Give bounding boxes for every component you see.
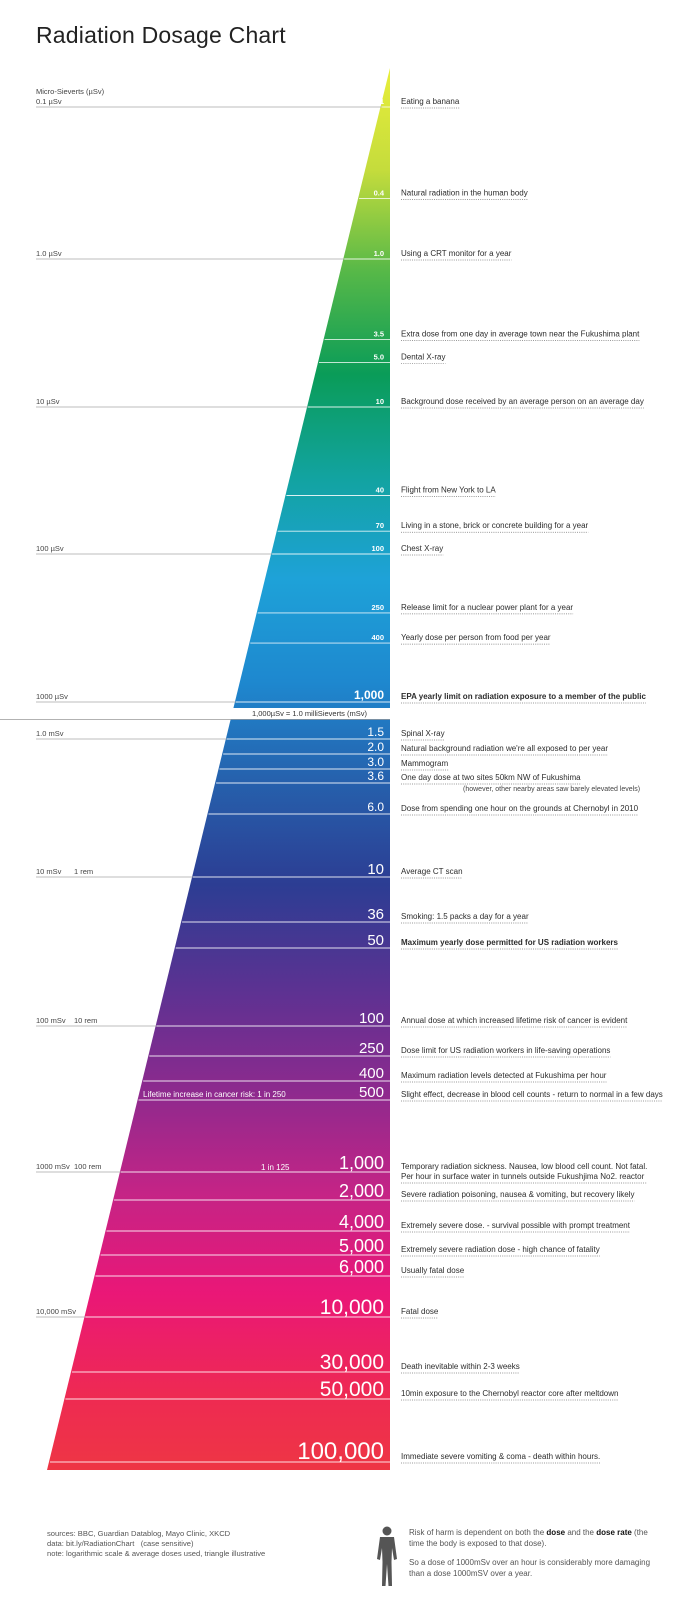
sources-text: sources: BBC, Guardian Datablog, Mayo Cl… bbox=[47, 1529, 231, 1538]
dose-value-label: 3.0 bbox=[367, 755, 384, 769]
axis-tick-label: 10 mSv bbox=[36, 867, 62, 876]
dose-value-label: 250 bbox=[359, 1040, 384, 1057]
dose-description: Dental X-ray bbox=[401, 352, 445, 361]
dose-description: Dose limit for US radiation workers in l… bbox=[401, 1046, 610, 1055]
dose-value-label: 3.6 bbox=[367, 769, 384, 783]
dose-description: Flight from New York to LA bbox=[401, 486, 496, 495]
dose-description: EPA yearly limit on radiation exposure t… bbox=[401, 692, 646, 701]
dose-value-label: 1.0 bbox=[374, 249, 384, 258]
dose-description: Mammogram bbox=[401, 759, 448, 768]
scale-note: note: logarithmic scale & average doses … bbox=[47, 1549, 266, 1558]
dose-value-label: 500 bbox=[359, 1084, 384, 1101]
dose-value-label: 1 bbox=[380, 97, 384, 106]
axis-tick-label: 100 µSv bbox=[36, 544, 64, 553]
dose-note: (however, other nearby areas saw barely … bbox=[463, 786, 640, 793]
axis-tick-sublabel: 1 rem bbox=[74, 867, 93, 876]
footer-sources: sources: BBC, Guardian Datablog, Mayo Cl… bbox=[47, 1529, 265, 1559]
chart-title: Radiation Dosage Chart bbox=[36, 22, 286, 48]
data-link[interactable]: data: bit.ly/RadiationChart bbox=[47, 1539, 135, 1548]
dose-value-label: 50 bbox=[367, 932, 384, 949]
dose-description: Annual dose at which increased lifetime … bbox=[401, 1016, 628, 1025]
dose-value-label: 40 bbox=[376, 486, 384, 495]
dose-value-label: 5.0 bbox=[374, 352, 384, 361]
dose-description: Using a CRT monitor for a year bbox=[401, 249, 512, 258]
dose-description: Eating a banana bbox=[401, 97, 460, 106]
dose-value-label: 400 bbox=[359, 1065, 384, 1082]
dose-value-label: 6,000 bbox=[339, 1257, 384, 1277]
axis-tick-label: 1000 µSv bbox=[36, 692, 68, 701]
dose-description: Death inevitable within 2-3 weeks bbox=[401, 1362, 520, 1371]
dose-description: Extremely severe radiation dose - high c… bbox=[401, 1245, 600, 1254]
dose-value-label: 1,000 bbox=[354, 688, 384, 702]
axis-tick-label: 100 mSv bbox=[36, 1016, 66, 1025]
dose-value-label: 1,000 bbox=[339, 1153, 384, 1173]
axis-tick-label: 10,000 mSv bbox=[36, 1307, 76, 1316]
dose-description: Severe radiation poisoning, nausea & vom… bbox=[401, 1190, 634, 1199]
dose-description: Immediate severe vomiting & coma - death… bbox=[401, 1452, 600, 1461]
dose-value-label: 4,000 bbox=[339, 1212, 384, 1232]
triangle-upper bbox=[233, 68, 390, 708]
dose-value-label: 2.0 bbox=[367, 740, 384, 754]
triangle-lower bbox=[47, 719, 390, 1470]
human-figure-icon bbox=[377, 1526, 397, 1586]
dose-description: Extremely severe dose. - survival possib… bbox=[401, 1221, 631, 1230]
dose-value-label: 0.4 bbox=[374, 189, 385, 198]
data-line: data: bit.ly/RadiationChart (case sensit… bbox=[47, 1539, 265, 1549]
axis-tick-sublabel: 10 rem bbox=[74, 1016, 97, 1025]
case-note: (case sensitive) bbox=[140, 1539, 194, 1548]
dose-description: Temporary radiation sickness. Nausea, lo… bbox=[401, 1162, 647, 1171]
dose-value-label: 10,000 bbox=[320, 1296, 384, 1319]
dose-description: Spinal X-ray bbox=[401, 729, 445, 738]
dose-description: Background dose received by an average p… bbox=[401, 397, 644, 406]
dose-description: Maximum radiation levels detected at Fuk… bbox=[401, 1071, 607, 1080]
dose-value-label: 100 bbox=[371, 544, 384, 553]
dose-description: Yearly dose per person from food per yea… bbox=[401, 633, 551, 642]
unit-header: Micro-Sieverts (µSv) bbox=[36, 87, 105, 96]
dose-value-label: 10 bbox=[376, 397, 384, 406]
dose-description: Natural background radiation we're all e… bbox=[401, 744, 608, 753]
dose-description: Maximum yearly dose permitted for US rad… bbox=[401, 938, 619, 947]
dose-value-label: 36 bbox=[367, 906, 384, 923]
risk-paragraph-1: Risk of harm is dependent on both the do… bbox=[409, 1528, 648, 1548]
dose-description: Smoking: 1.5 packs a day for a year bbox=[401, 912, 529, 921]
dose-value-label: 100,000 bbox=[297, 1438, 384, 1465]
dose-description: Chest X-ray bbox=[401, 544, 443, 553]
dose-description: Dose from spending one hour on the groun… bbox=[401, 804, 639, 813]
axis-tick-label: 1000 mSv bbox=[36, 1162, 70, 1171]
dose-value-label: 250 bbox=[371, 603, 384, 612]
dose-description: Slight effect, decrease in blood cell co… bbox=[401, 1090, 663, 1099]
conversion-note: 1,000µSv = 1.0 milliSieverts (mSv) bbox=[252, 709, 367, 718]
dose-value-label: 100 bbox=[359, 1010, 384, 1027]
dose-description: Release limit for a nuclear power plant … bbox=[401, 603, 573, 612]
dose-description: Extra dose from one day in average town … bbox=[401, 330, 640, 339]
dose-description: Living in a stone, brick or concrete bui… bbox=[401, 521, 589, 530]
footer-risk-note: Risk of harm is dependent on both the do… bbox=[409, 1527, 659, 1587]
cancer-risk-label-250: Lifetime increase in cancer risk: 1 in 2… bbox=[143, 1090, 286, 1099]
dose-value-label: 50,000 bbox=[320, 1378, 384, 1401]
axis-tick-label: 1.0 mSv bbox=[36, 729, 64, 738]
risk-paragraph-2: So a dose of 1000mSv over an hour is con… bbox=[409, 1558, 651, 1578]
dose-value-label: 6.0 bbox=[367, 800, 384, 814]
cancer-risk-label-125: 1 in 125 bbox=[261, 1163, 290, 1172]
axis-tick-label: 1.0 µSv bbox=[36, 249, 62, 258]
dose-value-label: 10 bbox=[367, 861, 384, 878]
dose-value-label: 3.5 bbox=[374, 330, 384, 339]
dose-value-label: 5,000 bbox=[339, 1236, 384, 1256]
dose-value-label: 2,000 bbox=[339, 1181, 384, 1201]
axis-tick-label: 10 µSv bbox=[36, 397, 60, 406]
dose-description: Usually fatal dose bbox=[401, 1266, 465, 1275]
dose-description: Fatal dose bbox=[401, 1307, 439, 1316]
axis-tick-label: 0.1 µSv bbox=[36, 97, 62, 106]
dose-value-label: 1.5 bbox=[367, 725, 384, 739]
dose-description: One day dose at two sites 50km NW of Fuk… bbox=[401, 773, 581, 782]
dose-description: 10min exposure to the Chernobyl reactor … bbox=[401, 1389, 618, 1398]
dose-description: Natural radiation in the human body bbox=[401, 189, 528, 198]
dose-value-label: 30,000 bbox=[320, 1351, 384, 1374]
dose-description-2: Per hour in surface water in tunnels out… bbox=[401, 1172, 645, 1181]
dose-description: Average CT scan bbox=[401, 867, 463, 876]
axis-tick-sublabel: 100 rem bbox=[74, 1162, 102, 1171]
dose-value-label: 70 bbox=[376, 521, 384, 530]
dose-value-label: 400 bbox=[371, 633, 384, 642]
